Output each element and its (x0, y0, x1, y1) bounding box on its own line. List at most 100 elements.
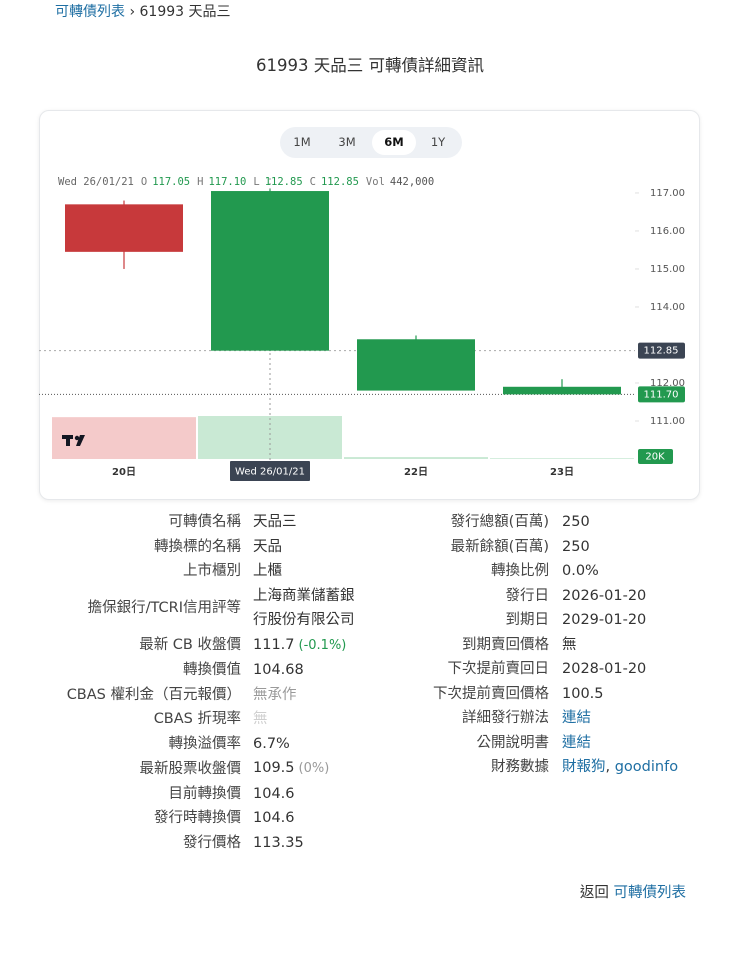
y-tick-label: 116.00 (650, 226, 685, 237)
info-date: Wed 26/01/21 (58, 176, 134, 188)
detail-value: 113.35 (253, 831, 393, 856)
footer-text: 返回 (579, 885, 609, 901)
volume-bar (490, 458, 634, 459)
price-marker-box (638, 342, 685, 359)
info-value: 442,000 (390, 176, 434, 188)
footer-link[interactable]: 可轉債列表 (613, 885, 687, 901)
range-button[interactable]: 1M (293, 135, 310, 149)
detail-text: 天品 (253, 538, 282, 555)
info-key: C (310, 176, 316, 188)
detail-note: (-0.1%) (298, 637, 347, 653)
detail-text: 109.5 (253, 760, 295, 776)
detail-text: 104.68 (253, 662, 304, 678)
info-key: O (141, 176, 147, 188)
breadcrumb-link[interactable]: 可轉債列表 (55, 4, 125, 20)
volume-marker-box (638, 449, 673, 465)
chart: 1M 3M 6M 1Y117.00116.00115.00114.00112.0011… (39, 127, 685, 481)
detail-label: 下次提前賣回價格 (433, 685, 549, 702)
detail-text: 104.6 (253, 785, 295, 802)
detail-label: CBAS 折現率 (153, 711, 241, 727)
info-value: 112.85 (265, 176, 303, 188)
detail-value: 連結 (562, 706, 732, 731)
candle-body (357, 339, 475, 391)
range-button[interactable]: 3M (338, 135, 355, 149)
detail-text: 250 (562, 514, 590, 530)
detail-text: 104.6 (253, 810, 295, 826)
detail-label: 財務數據 (491, 759, 549, 775)
x-tick-label: 23日 (550, 466, 574, 478)
detail-text: 無 (562, 636, 577, 653)
detail-text: 250 (562, 538, 590, 555)
detail-label: 最新餘額(百萬) (450, 538, 549, 555)
details-left: 可轉債名稱 天品三 轉換標的名稱 天品 上市櫃別 上櫃 擔保銀行/TCRI信用評等 上海商業儲… (0, 510, 393, 855)
y-tick-label: 114.00 (650, 302, 685, 313)
detail-label: 轉換標的名稱 (154, 538, 241, 555)
detail-value: 104.6 (253, 782, 393, 807)
detail-value: 2026-01-20 (562, 584, 732, 609)
detail-text: 上海商業儲蓄銀行股份有限公司 (253, 587, 355, 629)
detail-text: 6.7% (253, 735, 290, 752)
breadcrumb: 可轉債列表 › 61993 天品三 (55, 2, 231, 22)
detail-label: 最新 CB 收盤價 (139, 637, 241, 653)
detail-text: 無 (253, 711, 268, 727)
page-title: 61993 天品三 可轉債詳細資訊 (256, 56, 484, 75)
detail-text: 113.35 (253, 834, 304, 851)
info-value: 117.10 (208, 176, 246, 188)
detail-label: 最新股票收盤價 (139, 760, 242, 777)
detail-text: 天品三 (253, 514, 297, 530)
detail-value: 100.5 (562, 682, 732, 707)
chart-card: 1M 3M 6M 1Y 117.00 116.00 115.00 114.00 112.00 11… (39, 110, 700, 500)
detail-link[interactable]: goodinfo (614, 759, 679, 775)
detail-separator: , (605, 759, 615, 775)
detail-text: 上櫃 (253, 563, 282, 579)
detail-label: 轉換價值 (183, 662, 241, 678)
detail-value: 天品三 (253, 510, 393, 535)
detail-label: CBAS 權利金（百元報價） (66, 686, 241, 703)
detail-value: 無 (253, 707, 393, 732)
detail-label: 目前轉換價 (168, 785, 242, 802)
info-value: 117.05 (152, 176, 190, 188)
y-tick-label: 112.00 (650, 378, 685, 389)
detail-label: 上市櫃別 (183, 563, 241, 579)
range-button[interactable]: 1Y (431, 135, 446, 149)
breadcrumb-current: 61993 天品三 (139, 4, 231, 20)
volume-bar (344, 457, 488, 459)
detail-link[interactable]: 連結 (562, 710, 591, 726)
detail-text: 2029-01-20 (562, 612, 647, 628)
info-key: L (253, 176, 259, 188)
range-button[interactable]: 6M (384, 135, 403, 149)
y-tick-label: 115.00 (650, 264, 685, 275)
x-tick-label: 22日 (404, 466, 428, 478)
detail-text: 2026-01-20 (562, 587, 647, 604)
detail-link[interactable]: 財報狗 (562, 759, 606, 775)
detail-value: 104.6 (253, 806, 393, 831)
detail-text: 2028-01-20 (562, 661, 647, 677)
detail-value: 上海商業儲蓄銀行股份有限公司 (253, 584, 363, 633)
candle-body (211, 191, 329, 351)
volume-bar (52, 417, 196, 459)
x-tick-label: 20日 (112, 466, 136, 478)
info-key: H (197, 176, 203, 188)
candle-body (65, 204, 183, 252)
detail-label: 發行日 (505, 587, 550, 604)
detail-label: 公開說明書 (476, 734, 550, 751)
detail-label: 發行價格 (183, 834, 241, 851)
detail-value: 2028-01-20 (562, 657, 732, 682)
detail-value: 2029-01-20 (562, 608, 732, 633)
detail-link[interactable]: 連結 (562, 734, 591, 751)
detail-value: 111.7 (-0.1%) (253, 633, 393, 659)
detail-value: 天品 (253, 535, 393, 560)
range-group (280, 127, 462, 158)
tradingview-logo (62, 435, 85, 446)
detail-text: 0.0% (562, 563, 599, 579)
detail-label: 發行時轉換價 (154, 810, 241, 826)
price-marker-label: 112.85 (644, 346, 679, 357)
detail-value: 6.7% (253, 732, 393, 757)
detail-value: 財報狗, goodinfo (562, 755, 732, 780)
detail-label: 轉換溢價率 (168, 735, 242, 752)
info-key: Vol (366, 176, 385, 188)
detail-label: 可轉債名稱 (168, 514, 242, 530)
detail-value: 250 (562, 510, 732, 535)
crosshair-date-box (230, 461, 310, 481)
